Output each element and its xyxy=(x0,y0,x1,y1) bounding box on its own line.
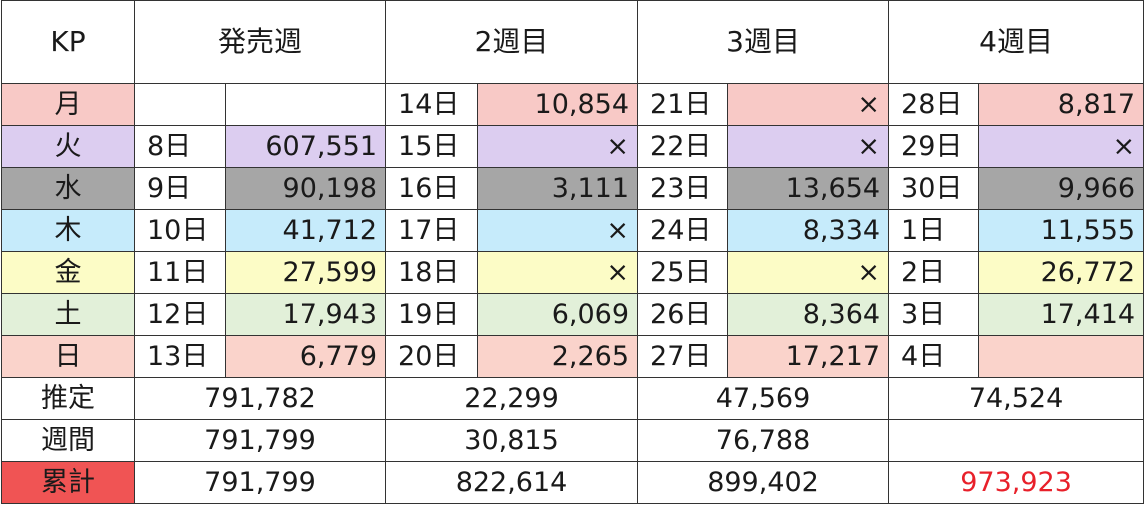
date-cell: 20日 xyxy=(385,335,479,378)
date-cell: 30日 xyxy=(888,167,980,210)
sales-value: 8,364 xyxy=(727,293,890,336)
sales-value: × xyxy=(727,83,890,126)
day-row: 金 11日 27,599 18日 × 25日 × 2日 26,772 xyxy=(1,251,1144,294)
summary-value: 791,799 xyxy=(133,461,387,504)
day-label: 金 xyxy=(1,251,135,294)
date-cell: 26日 xyxy=(637,293,729,336)
date-cell: 12日 xyxy=(134,293,226,336)
sales-value: 8,817 xyxy=(978,83,1144,126)
day-label: 火 xyxy=(1,125,135,168)
sales-value: 17,414 xyxy=(978,293,1144,336)
sales-value: 9,966 xyxy=(978,167,1144,210)
summary-value xyxy=(888,419,1144,462)
date-cell: 15日 xyxy=(385,125,479,168)
week-header-2: 2週目 xyxy=(385,0,639,84)
sales-value: × xyxy=(978,125,1144,168)
date-cell: 19日 xyxy=(385,293,479,336)
sales-value: 26,772 xyxy=(978,251,1144,294)
sales-value: 10,854 xyxy=(477,83,639,126)
summary-value: 791,799 xyxy=(133,419,387,462)
date-cell: 14日 xyxy=(385,83,479,126)
summary-label: 推定 xyxy=(1,377,135,420)
summary-value: 822,614 xyxy=(385,461,639,504)
sales-value: 6,069 xyxy=(477,293,639,336)
summary-row: 推定 791,782 22,299 47,569 74,524 xyxy=(1,377,1144,420)
day-row: 水 9日 90,198 16日 3,111 23日 13,654 30日 9,966 xyxy=(1,167,1144,210)
date-cell: 10日 xyxy=(134,209,226,252)
week-header-4: 4週目 xyxy=(888,0,1144,84)
date-cell: 17日 xyxy=(385,209,479,252)
sales-value: 2,265 xyxy=(477,335,639,378)
sales-value: × xyxy=(477,125,639,168)
corner-label: KP xyxy=(1,0,135,84)
date-cell: 13日 xyxy=(134,335,226,378)
date-cell: 4日 xyxy=(888,335,980,378)
day-row: 土 12日 17,943 19日 6,069 26日 8,364 3日 17,414 xyxy=(1,293,1144,336)
summary-value: 76,788 xyxy=(637,419,890,462)
sales-value: × xyxy=(727,251,890,294)
day-label: 水 xyxy=(1,167,135,210)
header-row: KP 発売週 2週目 3週目 4週目 xyxy=(1,0,1144,84)
sales-value xyxy=(224,83,387,126)
sales-value: 17,217 xyxy=(727,335,890,378)
day-row: 木 10日 41,712 17日 × 24日 8,334 1日 11,555 xyxy=(1,209,1144,252)
sales-value: 11,555 xyxy=(978,209,1144,252)
date-cell: 3日 xyxy=(888,293,980,336)
date-cell: 11日 xyxy=(134,251,226,294)
sales-value: 607,551 xyxy=(224,125,387,168)
sales-value: 17,943 xyxy=(224,293,387,336)
summary-label: 累計 xyxy=(1,461,135,504)
summary-value: 973,923 xyxy=(888,461,1144,504)
summary-row: 週間 791,799 30,815 76,788 xyxy=(1,419,1144,462)
day-label: 木 xyxy=(1,209,135,252)
week-header-1: 発売週 xyxy=(133,0,387,84)
date-cell: 1日 xyxy=(888,209,980,252)
summary-row: 累計 791,799 822,614 899,402 973,923 xyxy=(1,461,1144,504)
day-label: 土 xyxy=(1,293,135,336)
summary-value: 22,299 xyxy=(385,377,639,420)
day-label: 日 xyxy=(1,335,135,378)
date-cell: 25日 xyxy=(637,251,729,294)
summary-value: 30,815 xyxy=(385,419,639,462)
date-cell: 21日 xyxy=(637,83,729,126)
sales-value: 8,334 xyxy=(727,209,890,252)
date-cell: 16日 xyxy=(385,167,479,210)
summary-value: 899,402 xyxy=(637,461,890,504)
date-cell: 18日 xyxy=(385,251,479,294)
sales-value: 27,599 xyxy=(224,251,387,294)
sales-value: 3,111 xyxy=(477,167,639,210)
date-cell xyxy=(134,83,226,126)
day-row: 月 14日 10,854 21日 × 28日 8,817 xyxy=(1,83,1144,126)
sales-value: × xyxy=(477,209,639,252)
sales-value: 6,779 xyxy=(224,335,387,378)
date-cell: 23日 xyxy=(637,167,729,210)
day-row: 火 8日 607,551 15日 × 22日 × 29日 × xyxy=(1,125,1144,168)
summary-value: 791,782 xyxy=(133,377,387,420)
summary-value: 74,524 xyxy=(888,377,1144,420)
date-cell: 29日 xyxy=(888,125,980,168)
date-cell: 27日 xyxy=(637,335,729,378)
summary-value: 47,569 xyxy=(637,377,890,420)
day-row: 日 13日 6,779 20日 2,265 27日 17,217 4日 xyxy=(1,335,1144,378)
day-label: 月 xyxy=(1,83,135,126)
sales-value: × xyxy=(727,125,890,168)
date-cell: 9日 xyxy=(134,167,226,210)
date-cell: 28日 xyxy=(888,83,980,126)
sales-value: 41,712 xyxy=(224,209,387,252)
date-cell: 8日 xyxy=(134,125,226,168)
summary-label: 週間 xyxy=(1,419,135,462)
date-cell: 22日 xyxy=(637,125,729,168)
sales-value: 90,198 xyxy=(224,167,387,210)
date-cell: 24日 xyxy=(637,209,729,252)
sales-value: × xyxy=(477,251,639,294)
sales-value: 13,654 xyxy=(727,167,890,210)
sales-table: KP 発売週 2週目 3週目 4週目 月 14日 10,854 21日 × 28日 8,81… xyxy=(1,0,1144,504)
sales-value xyxy=(978,335,1144,378)
week-header-3: 3週目 xyxy=(637,0,890,84)
date-cell: 2日 xyxy=(888,251,980,294)
